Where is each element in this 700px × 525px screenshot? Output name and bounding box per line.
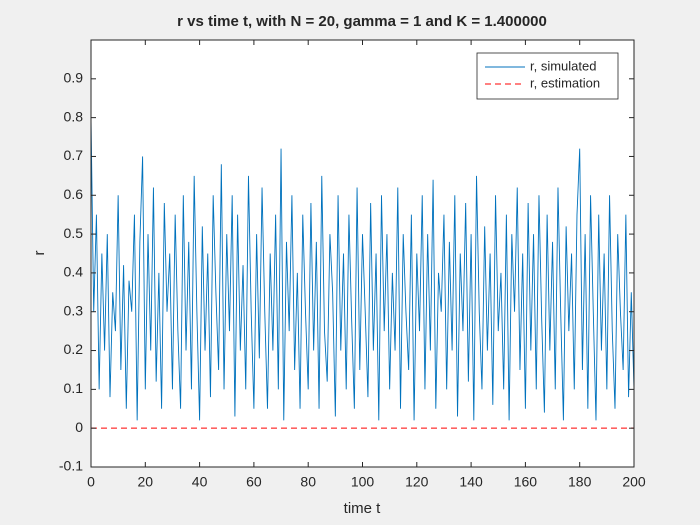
y-tick-label: 0.6 (64, 186, 84, 202)
x-tick-label: 20 (138, 474, 154, 490)
y-tick-label: 0.2 (64, 341, 84, 357)
y-tick-label: 0.5 (64, 225, 84, 241)
x-tick-label: 160 (514, 474, 538, 490)
x-tick-label: 60 (246, 474, 262, 490)
x-tick-label: 0 (87, 474, 95, 490)
y-tick-label: 0.8 (64, 108, 84, 124)
series-line (90, 117, 635, 421)
x-axis-label: time t (344, 500, 382, 517)
y-tick-label: 0.1 (64, 380, 84, 396)
legend-label: r, estimation (530, 75, 600, 90)
y-tick-label: 0 (75, 419, 83, 435)
x-tick-label: 100 (351, 474, 375, 490)
y-axis-label: r (31, 251, 48, 256)
legend-label: r, simulated (530, 58, 596, 73)
x-tick-label: 80 (300, 474, 316, 490)
y-tick-label: 0.9 (64, 70, 84, 86)
y-tick-label: 0.4 (64, 264, 84, 280)
legend-box (476, 52, 619, 100)
y-tick-label: -0.1 (59, 458, 83, 474)
x-tick-label: 120 (405, 474, 429, 490)
chart-title: r vs time t, with N = 20, gamma = 1 and … (177, 13, 547, 30)
x-tick-label: 180 (568, 474, 592, 490)
y-tick-label: 0.3 (64, 302, 84, 318)
x-tick-label: 140 (459, 474, 483, 490)
x-tick-label: 200 (622, 474, 646, 490)
x-tick-label: 40 (192, 474, 208, 490)
y-tick-label: 0.7 (64, 147, 84, 163)
